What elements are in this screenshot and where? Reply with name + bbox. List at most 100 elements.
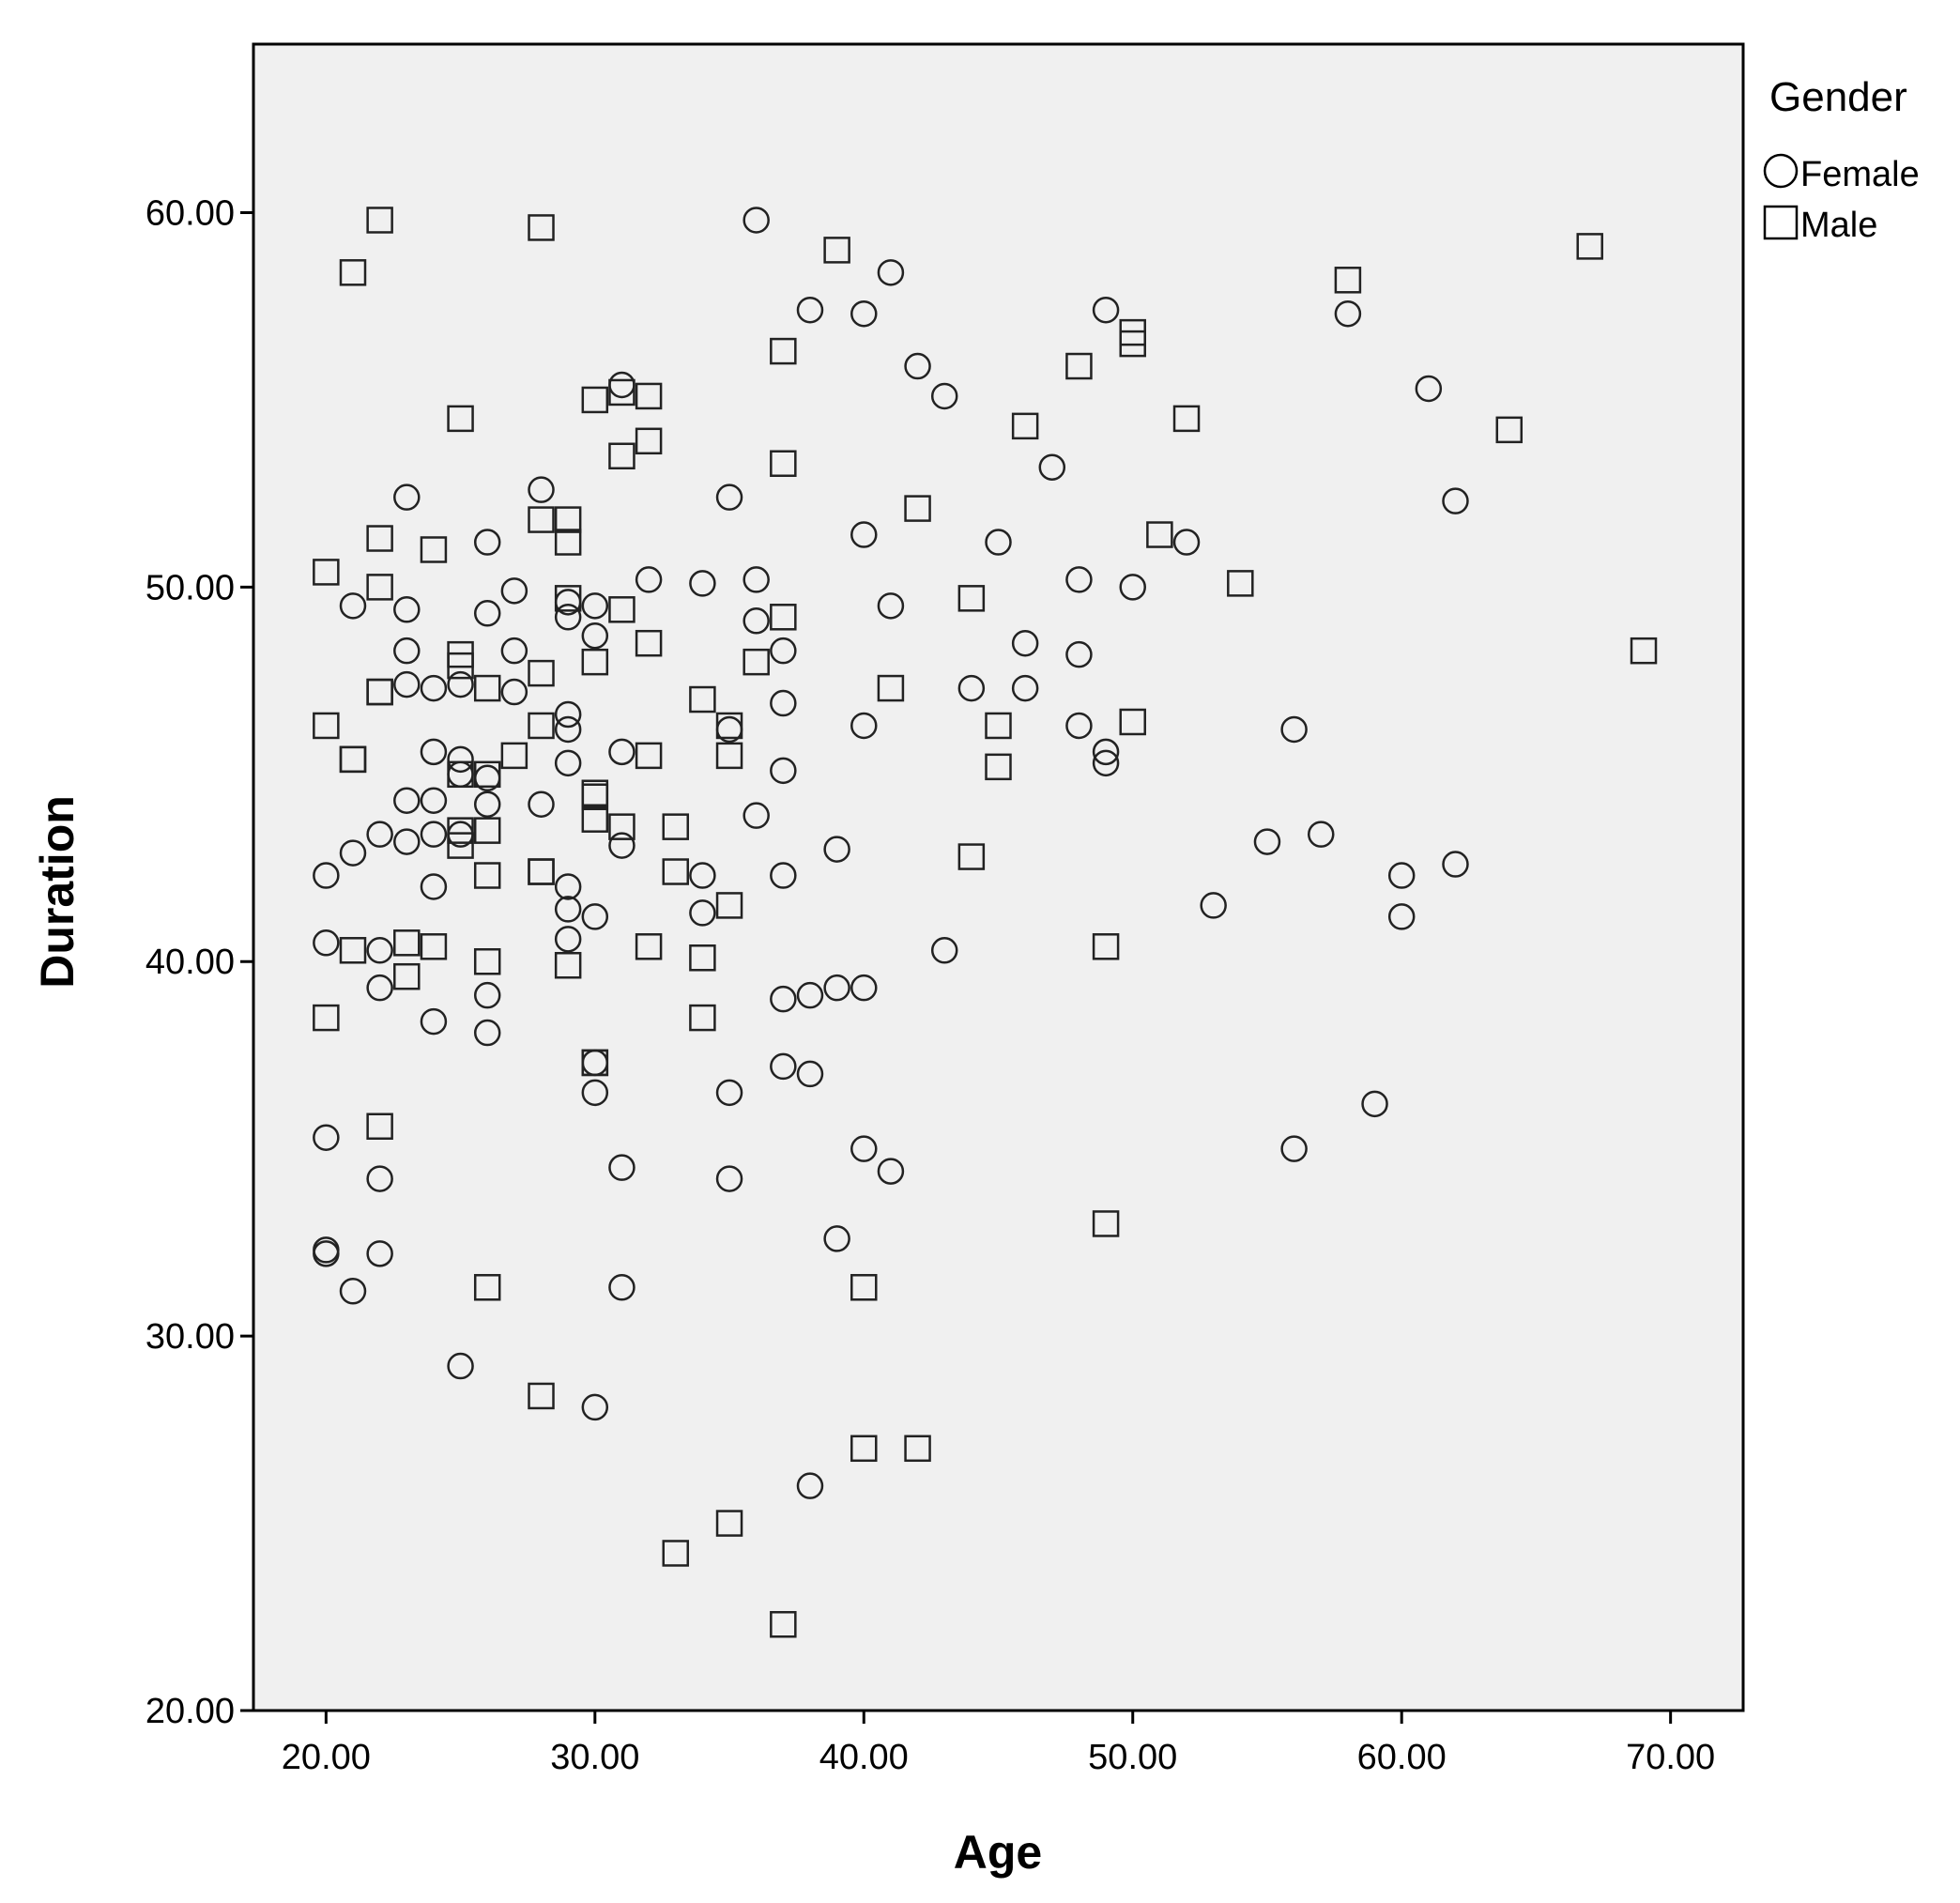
data-point-male — [554, 585, 582, 612]
data-point-male — [1119, 330, 1146, 358]
data-point-female — [447, 745, 474, 774]
data-point-male — [877, 674, 905, 702]
data-point-male — [554, 506, 582, 533]
data-point-male — [473, 674, 501, 702]
data-point-male — [393, 962, 421, 990]
data-point-male — [770, 450, 797, 477]
data-point-female — [985, 529, 1012, 556]
data-point-female — [1361, 1090, 1388, 1118]
data-point-male — [743, 648, 770, 676]
data-point-male — [850, 1274, 878, 1301]
data-point-female — [850, 1135, 878, 1162]
y-tick-label: 20.00 — [145, 1692, 235, 1731]
data-point-female — [1119, 574, 1146, 601]
legend-title: Gender — [1769, 74, 1907, 120]
legend-marker-female — [1763, 153, 1799, 189]
data-point-male — [366, 525, 393, 552]
x-tick-label: 30.00 — [550, 1738, 639, 1777]
data-point-female — [313, 1236, 340, 1264]
data-point-female — [823, 1225, 850, 1252]
data-point-male — [528, 214, 555, 241]
data-point-male — [635, 427, 663, 455]
data-point-male — [770, 337, 797, 365]
data-point-female — [850, 974, 878, 1002]
data-point-female — [796, 981, 824, 1009]
data-point-male — [528, 712, 555, 740]
data-point-female — [420, 674, 448, 702]
data-point-male — [1495, 416, 1524, 444]
data-point-male — [662, 813, 689, 840]
legend-label-male: Male — [1800, 206, 1877, 245]
data-point-male — [957, 843, 986, 870]
data-point-male — [608, 813, 635, 840]
data-point-male — [1119, 708, 1146, 736]
data-point-female — [743, 607, 770, 635]
data-point-female — [770, 689, 797, 717]
y-tick-label: 40.00 — [145, 943, 235, 982]
data-point-female — [770, 862, 797, 889]
data-point-female — [366, 937, 393, 964]
data-point-female — [1092, 738, 1120, 766]
data-point-female — [850, 521, 878, 548]
data-point-male — [715, 712, 743, 740]
data-point-male — [1146, 521, 1173, 548]
data-point-female — [393, 483, 421, 511]
x-tick-label: 70.00 — [1626, 1738, 1715, 1777]
data-point-female — [689, 570, 716, 597]
data-point-female — [393, 670, 421, 698]
data-point-male — [554, 529, 582, 556]
data-points — [313, 207, 1658, 1638]
data-point-male — [1334, 267, 1362, 294]
data-point-female — [1011, 674, 1039, 702]
data-point-male — [473, 760, 501, 789]
legend: Gender Female Male — [1763, 74, 1920, 245]
data-point-male — [823, 237, 850, 264]
data-point-male — [554, 951, 582, 979]
data-point-female — [339, 1278, 367, 1305]
data-point-male — [662, 1540, 689, 1567]
data-point-male — [473, 947, 501, 975]
data-point-female — [877, 259, 905, 286]
x-tick-label: 20.00 — [282, 1738, 371, 1777]
data-point-female — [473, 600, 501, 627]
data-point-male — [662, 858, 689, 885]
data-point-male — [985, 753, 1012, 781]
data-point-male — [447, 405, 474, 433]
data-point-female — [473, 1019, 501, 1047]
data-point-male — [608, 596, 635, 623]
data-point-male — [715, 892, 743, 919]
data-point-male — [581, 648, 609, 676]
data-point-female — [608, 832, 635, 859]
data-point-female — [1172, 529, 1201, 556]
data-point-female — [473, 790, 501, 818]
data-point-female — [743, 207, 770, 234]
data-point-male — [689, 944, 716, 972]
data-point-female — [554, 700, 582, 729]
data-point-female — [581, 1393, 609, 1421]
data-point-female — [796, 1472, 824, 1499]
data-point-female — [1011, 629, 1039, 657]
data-point-male — [447, 832, 474, 859]
data-point-female — [554, 896, 582, 923]
data-point-female — [581, 592, 609, 620]
legend-label-female: Female — [1800, 155, 1920, 194]
data-point-male — [581, 1049, 609, 1077]
data-point-female — [850, 299, 878, 328]
data-point-female — [1415, 375, 1443, 403]
data-point-female — [930, 937, 958, 964]
data-point-male — [770, 604, 797, 631]
x-tick-label: 50.00 — [1088, 1738, 1177, 1777]
data-point-male — [581, 806, 609, 833]
data-point-female — [770, 637, 797, 665]
data-point-male — [715, 742, 743, 770]
data-point-male — [635, 933, 663, 960]
data-point-male — [339, 937, 367, 964]
data-point-male — [635, 629, 663, 657]
data-point-male — [313, 1004, 340, 1032]
data-point-male — [313, 559, 340, 586]
data-point-female — [528, 476, 555, 503]
data-point-male — [715, 1510, 743, 1537]
data-point-male — [366, 207, 393, 234]
data-point-female — [554, 604, 582, 631]
data-point-female — [1280, 1135, 1308, 1162]
